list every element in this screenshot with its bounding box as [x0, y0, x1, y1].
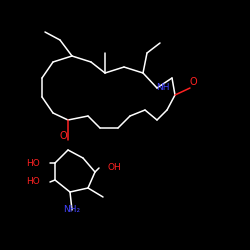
Text: HO: HO	[26, 178, 40, 186]
Text: NH₂: NH₂	[64, 206, 80, 214]
Text: NH: NH	[156, 84, 170, 92]
Text: O: O	[189, 77, 197, 87]
Text: O: O	[59, 131, 67, 141]
Text: OH: OH	[107, 164, 121, 172]
Text: HO: HO	[26, 158, 40, 168]
